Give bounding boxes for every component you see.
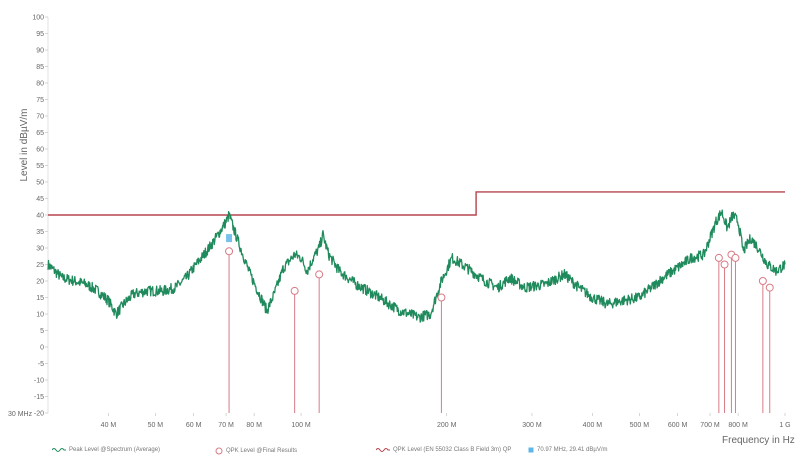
- x-tick-label: 100 M: [291, 422, 311, 429]
- qp-point: [714, 253, 723, 262]
- y-tick-label: -5: [38, 361, 44, 368]
- qp-final-results-series: [225, 247, 774, 413]
- wave-icon: [376, 448, 390, 452]
- y-tick-label: 50: [36, 180, 44, 187]
- x-axis-title: Frequency in Hz: [722, 435, 795, 446]
- spectrum-series: [47, 209, 786, 323]
- frequency-marker-series: [226, 234, 233, 243]
- chart-legend: Peak Level @Spectrum (Average) QPK Level…: [50, 447, 795, 459]
- x-tick-label: 500 M: [630, 422, 650, 429]
- legend-item-qp-final[interactable]: QPK Level @Final Results: [215, 447, 297, 455]
- y-axis-ticks: 1009590858075706560555045403530252015105…: [32, 15, 49, 418]
- x-axis-ticks: 40 M 50 M 60 M 70 M 80 M 100 M 200 M 300 M 400 M…: [101, 413, 791, 429]
- x-tick-label: 400 M: [583, 422, 603, 429]
- qp-point: [765, 283, 774, 292]
- x-tick-label: 200 M: [437, 422, 457, 429]
- legend-item-marker[interactable]: 70.97 MHz, 29.41 dBµV/m: [528, 447, 608, 453]
- x-tick-label: 60 M: [186, 422, 202, 429]
- y-tick-label: -15: [34, 394, 44, 401]
- y-tick-label: 95: [36, 31, 44, 38]
- x-tick-label: 600 M: [668, 422, 688, 429]
- spectrum-line: [47, 209, 786, 323]
- y-tick-label: 85: [36, 64, 44, 71]
- wave-icon: [52, 448, 66, 452]
- frequency-marker: [226, 234, 233, 243]
- y-tick-label: 55: [36, 163, 44, 170]
- limit-line: [48, 191, 785, 216]
- y-tick-label: 65: [36, 130, 44, 137]
- y-tick-label: 30: [36, 246, 44, 253]
- y-tick-label: 45: [36, 196, 44, 203]
- qp-point: [731, 253, 740, 262]
- qp-point: [225, 247, 234, 256]
- y-tick-label: 40: [36, 213, 44, 220]
- legend-label: QPK Level (EN 55032 Class B Field 3m) QP: [393, 447, 512, 453]
- square-icon: [528, 447, 534, 453]
- y-tick-label: -20: [34, 411, 44, 418]
- qp-point: [758, 277, 767, 285]
- x-tick-label: 40 M: [101, 422, 117, 429]
- x-tick-label: 50 M: [148, 422, 164, 429]
- qp-point: [720, 260, 729, 269]
- x-tick-label: 80 M: [246, 422, 262, 429]
- x-tick-label: 300 M: [522, 422, 542, 429]
- x-tick-label: 1 G: [779, 422, 790, 429]
- y-tick-label: -10: [34, 378, 44, 385]
- qp-point: [290, 286, 299, 295]
- y-tick-label: 10: [36, 312, 44, 319]
- legend-item-limit[interactable]: QPK Level (EN 55032 Class B Field 3m) QP: [376, 447, 511, 453]
- legend-item-spectrum[interactable]: Peak Level @Spectrum (Average): [52, 447, 160, 453]
- legend-label: Peak Level @Spectrum (Average): [69, 447, 161, 453]
- x-tick-label: 800 M: [728, 422, 748, 429]
- qp-point: [437, 293, 446, 302]
- y-axis-title: Level in dBµV/m: [19, 108, 30, 181]
- x-axis-start-label: 30 MHz: [8, 411, 33, 418]
- legend-label: 70.97 MHz, 29.41 dBµV/m: [537, 447, 608, 453]
- y-tick-label: 70: [36, 114, 44, 121]
- circle-icon: [215, 447, 223, 455]
- y-tick-label: 100: [32, 15, 44, 22]
- y-tick-label: 90: [36, 48, 44, 55]
- legend-label: QPK Level @Final Results: [226, 448, 298, 454]
- x-tick-label: 70 M: [218, 422, 234, 429]
- y-tick-label: 75: [36, 97, 44, 104]
- y-tick-label: 80: [36, 81, 44, 88]
- y-tick-label: 5: [40, 328, 44, 335]
- y-tick-label: 35: [36, 229, 44, 236]
- y-tick-label: 20: [36, 279, 44, 286]
- y-tick-label: 25: [36, 262, 44, 269]
- limit-line-series: [48, 191, 785, 216]
- qp-point: [315, 270, 324, 279]
- y-tick-label: 60: [36, 147, 44, 154]
- x-tick-label: 700 M: [700, 422, 720, 429]
- y-tick-label: 15: [36, 295, 44, 302]
- y-tick-label: 0: [40, 345, 44, 352]
